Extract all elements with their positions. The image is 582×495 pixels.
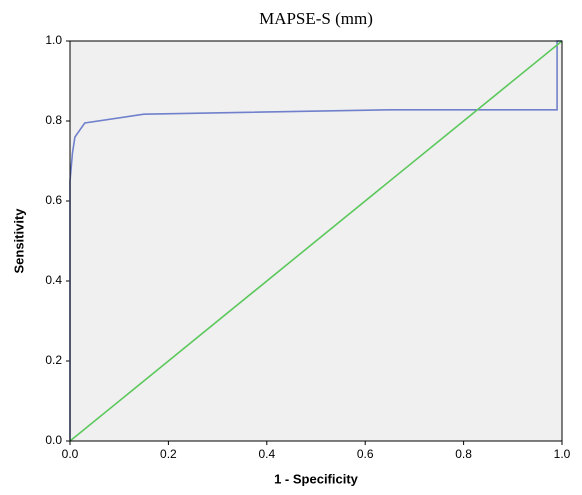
y-tick-label: 0.2: [45, 353, 62, 367]
y-axis-label: Sensitivity: [11, 208, 26, 274]
y-tick-label: 0.6: [45, 193, 62, 207]
x-tick-label: 0.6: [357, 447, 374, 461]
y-tick-label: 0.8: [45, 113, 62, 127]
y-tick-label: 0.4: [45, 273, 62, 287]
x-axis-label: 1 - Specificity: [274, 471, 359, 486]
plot-frame: [69, 40, 563, 442]
x-tick-label: 0.8: [455, 447, 472, 461]
x-tick-label: 0.2: [160, 447, 177, 461]
curve: [69, 40, 563, 442]
x-tick-label: 0.4: [258, 447, 275, 461]
curve: [69, 40, 562, 441]
x-tick-label: 1.0: [554, 447, 571, 461]
y-tick-label: 1.0: [45, 33, 62, 47]
x-tick-label: 0.0: [62, 447, 79, 461]
y-tick-label: 0.0: [45, 433, 62, 447]
chart-title: MAPSE-S (mm): [259, 9, 373, 28]
